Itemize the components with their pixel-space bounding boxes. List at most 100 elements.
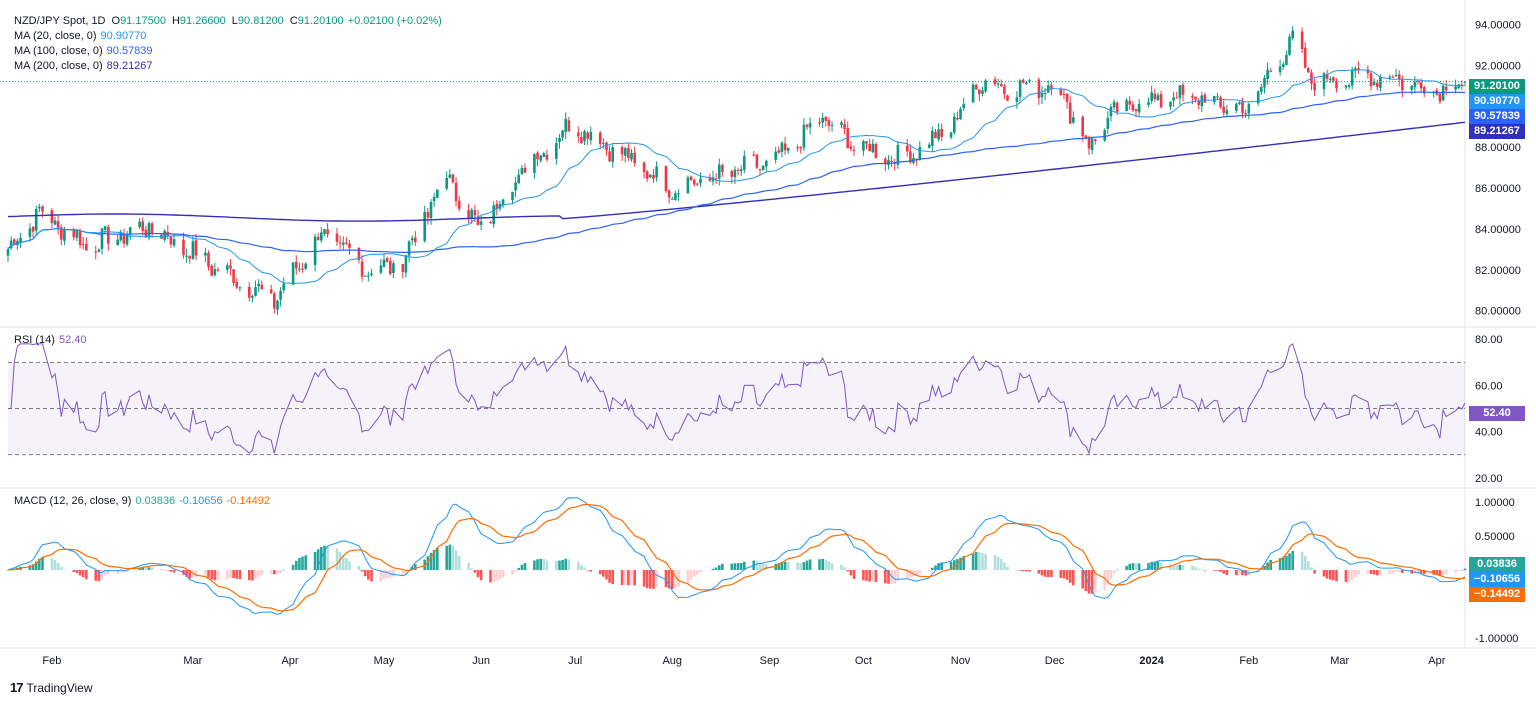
macd-legend[interactable]: MACD (12, 26, close, 9) 0.03836 -0.10656 -0… [14, 494, 270, 509]
time-axis-label-0: Feb [42, 655, 61, 667]
macd-hist-bar [780, 561, 784, 570]
macd-hist-bar [470, 568, 473, 570]
macd-hist-bar [1203, 570, 1207, 571]
rsi-badge: 52.40 [1469, 406, 1525, 421]
price-badge-close: 91.20100 [1469, 79, 1525, 94]
macd-hist-bar [718, 565, 721, 570]
candle-body [169, 236, 173, 245]
candle-body [1256, 91, 1260, 104]
candle-body [1225, 110, 1229, 115]
macd-hist-bar [539, 558, 542, 571]
price-badge-ma200: 89.21267 [1469, 124, 1525, 139]
candle-body [150, 223, 154, 234]
candle-body [865, 141, 868, 144]
candle-body [436, 189, 439, 198]
macd-hist-bar [558, 560, 561, 570]
macd-hist-bar [1200, 569, 1204, 570]
candle-body [589, 131, 593, 141]
macd-hist-bar [1335, 570, 1338, 582]
price-badge-ma100: 90.57839 [1469, 109, 1525, 124]
candle-body [128, 227, 132, 235]
macd-hist-bar [1322, 570, 1326, 577]
candle-body [752, 154, 755, 156]
macd-hist-bar [1300, 551, 1304, 570]
macd-hist-bar [1156, 561, 1160, 570]
macd-hist-bar [1401, 570, 1404, 573]
macd-hist-bar [884, 570, 887, 584]
macd-hist-bar [1072, 570, 1075, 586]
candle-body [122, 233, 126, 244]
macd-hist-bar [608, 570, 611, 583]
candle-body [808, 123, 812, 128]
macd-hist-bar [41, 557, 44, 570]
time-axis-label-1: Mar [183, 655, 202, 667]
macd-hist-bar [1037, 570, 1041, 574]
macd-hist-bar [765, 564, 768, 570]
price-axis-label-6: 82.00000 [1475, 265, 1521, 277]
rsi-label: RSI (14) [14, 334, 55, 346]
ma100-line [7, 91, 1466, 253]
macd-hist-bar [624, 570, 627, 585]
candle-body [558, 138, 561, 142]
ma200-legend[interactable]: MA (200, close, 0) 89.21267 [14, 59, 442, 74]
candle-body [721, 165, 724, 172]
macd-hist-bar [1081, 570, 1084, 589]
tradingview-footer[interactable]: 17 TradingView [10, 680, 93, 695]
macd-hist-bar [796, 562, 799, 570]
candle-body [1282, 64, 1285, 67]
macd-hist-bar [1278, 558, 1282, 570]
candle-body [978, 89, 981, 95]
macd-hist-bar [1153, 561, 1157, 570]
ma100-legend[interactable]: MA (100, close, 0) 90.57839 [14, 44, 442, 59]
macd-hist-bar [827, 561, 831, 571]
candle-body [75, 230, 79, 238]
candle-body [107, 226, 110, 244]
candle-body [1065, 93, 1069, 103]
macd-hist-bar [1134, 563, 1138, 570]
candle-body [1347, 85, 1351, 87]
macd-hist-bar [890, 570, 893, 584]
candle-body [470, 209, 473, 219]
candle-body [1115, 103, 1119, 112]
candle-body [367, 275, 370, 277]
macd-hist-bar [645, 570, 649, 589]
rsi-legend[interactable]: RSI (14) 52.40 [14, 333, 87, 348]
candle-body [38, 206, 41, 209]
macd-hist-bar [50, 558, 54, 571]
macd-hist-bar [150, 567, 154, 570]
macd-axis-label-0: 1.00000 [1475, 497, 1515, 509]
macd-hist-bar [912, 570, 915, 577]
candle-body [1003, 86, 1006, 94]
ma20-label: MA (20, close, 0) [14, 30, 97, 42]
candle-body [260, 284, 264, 290]
candle-body [786, 147, 790, 151]
candle-body [492, 205, 495, 225]
macd-hist-bar [235, 570, 238, 579]
candle-body [890, 161, 893, 162]
macd-hist-bar [824, 559, 828, 571]
candle-body [827, 120, 831, 126]
macd-hist-bar [1090, 570, 1094, 594]
candle-body [53, 220, 57, 225]
candle-body [1322, 73, 1326, 90]
macd-hist-bar [1288, 553, 1291, 570]
candle-body [1269, 70, 1272, 72]
candle-body [1266, 69, 1269, 79]
high-value: 91.26600 [179, 15, 226, 27]
candle-body [514, 182, 517, 191]
close-label: C [289, 15, 298, 27]
candle-body [1094, 139, 1097, 141]
candle-body [31, 226, 35, 232]
macd-hist-bar [1438, 570, 1442, 577]
macd-hist-bar [1159, 563, 1163, 570]
candle-body [1379, 76, 1382, 88]
ma20-legend[interactable]: MA (20, close, 0) 90.90770 [14, 29, 442, 44]
macd-hist-bar [633, 570, 636, 586]
candle-body [655, 166, 658, 178]
macd-hist-bar [711, 568, 715, 571]
macd-hist-bar [163, 569, 166, 570]
candle-body [147, 223, 151, 238]
macd-hist-bar [978, 552, 981, 571]
time-axis-label-11: 2024 [1139, 655, 1164, 667]
